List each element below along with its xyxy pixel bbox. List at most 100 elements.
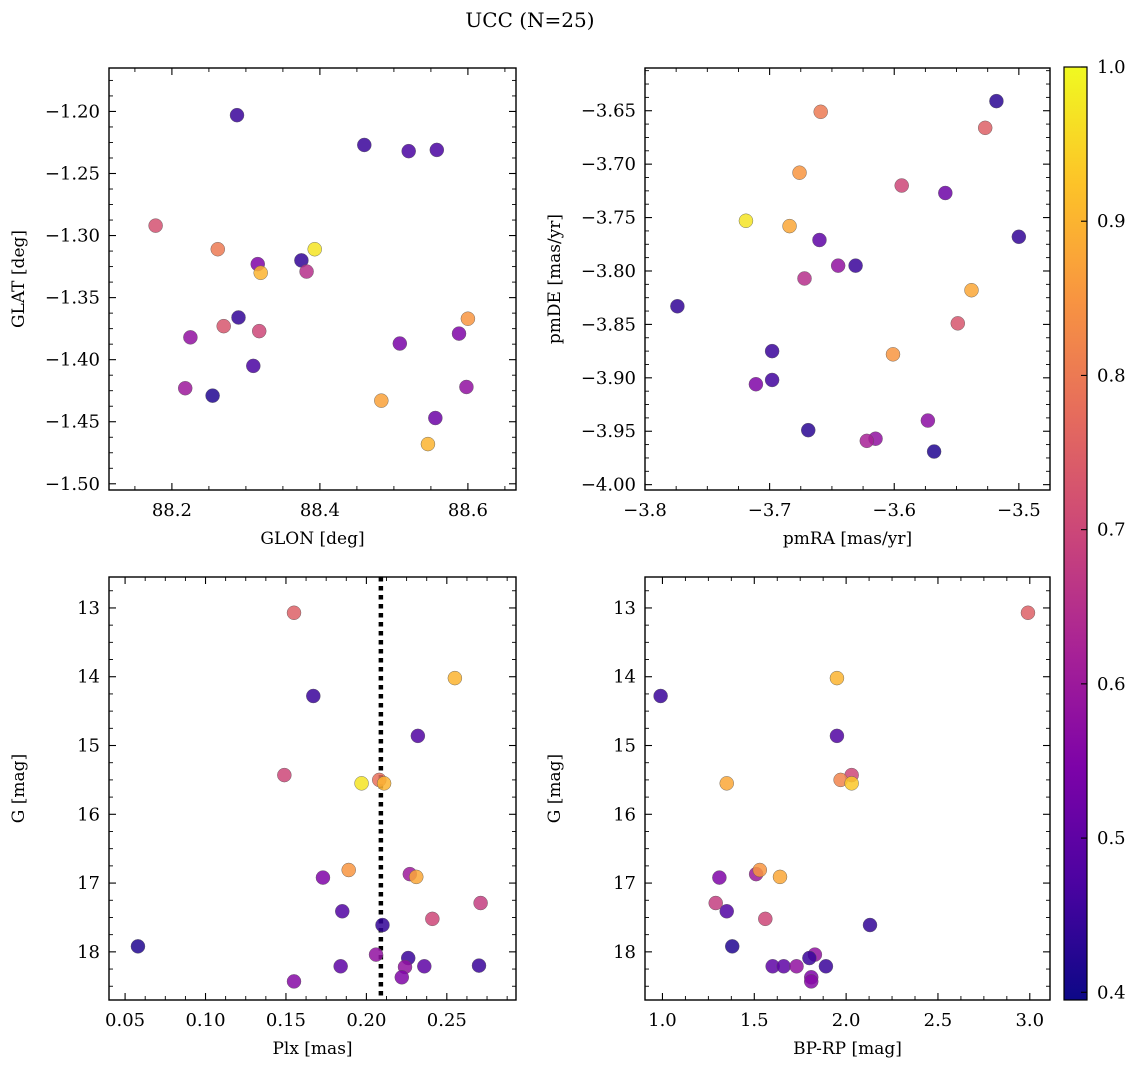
colorbar-tick-label: 0.8 xyxy=(1097,365,1126,386)
scatter-point xyxy=(459,379,474,395)
colorbar-tick-label: 0.6 xyxy=(1097,674,1126,695)
scatter-point xyxy=(374,393,389,408)
scatter-point xyxy=(653,688,668,704)
scatter-point xyxy=(670,299,685,314)
colorbar-gradient xyxy=(1063,66,1088,1001)
scatter-panel-4: 1.0 1.5 2.0 2.5 3.0 13 14 15 16 17 18 BP-RP [mag] G … xyxy=(545,576,1051,1059)
y-tick-label: −3.65 xyxy=(581,101,636,122)
scatter-point xyxy=(725,939,740,954)
figure-title: UCC (N=25) xyxy=(465,8,594,32)
y-tick-label: −3.90 xyxy=(581,368,636,389)
scatter-point xyxy=(471,958,487,973)
scatter-point xyxy=(801,422,816,438)
scatter-point xyxy=(286,605,302,620)
scatter-point xyxy=(829,728,845,744)
x-tick-label: 88.2 xyxy=(152,500,192,521)
x-tick-label: 0.20 xyxy=(346,1010,386,1031)
y-axis-label: G [mag] xyxy=(9,754,29,823)
scatter-point xyxy=(130,939,146,954)
x-axis-label: pmRA [mas/yr] xyxy=(783,529,912,549)
scatter-point xyxy=(764,343,780,359)
scatter-point xyxy=(451,326,467,341)
colorbar-tick-label: 0.9 xyxy=(1097,211,1126,232)
y-tick-label: −4.00 xyxy=(581,475,636,496)
scatter-point xyxy=(447,670,463,686)
x-tick-label: −3.7 xyxy=(748,500,792,521)
scatter-point xyxy=(354,776,369,791)
scatter-point xyxy=(813,104,828,120)
scatter-point xyxy=(394,970,409,985)
scatter-point xyxy=(409,869,424,885)
y-tick-label: −1.30 xyxy=(45,226,100,247)
scatter-point xyxy=(205,388,220,403)
y-axis-label: G [mag] xyxy=(545,754,565,823)
y-tick-label: 14 xyxy=(613,667,636,688)
scatter-point xyxy=(719,904,734,919)
plot-frame xyxy=(108,576,517,1001)
x-tick-label: −3.5 xyxy=(997,500,1041,521)
plot-frame xyxy=(644,67,1051,491)
y-tick-label: 17 xyxy=(613,873,636,894)
scatter-point xyxy=(306,688,321,704)
y-axis-label: pmDE [mas/yr] xyxy=(545,214,565,344)
scatter-point xyxy=(417,959,432,974)
x-tick-label: 1.5 xyxy=(740,1010,769,1031)
x-tick-label: 88.6 xyxy=(448,500,488,521)
scatter-point xyxy=(401,143,416,159)
x-tick-label: 3.0 xyxy=(1015,1010,1044,1031)
scatter-point xyxy=(178,381,193,396)
y-tick-label: −3.80 xyxy=(581,261,636,282)
colorbar-tick-label: 0.7 xyxy=(1097,520,1126,541)
scatter-point xyxy=(789,959,804,974)
scatter-point xyxy=(818,959,834,974)
y-tick-label: 16 xyxy=(613,804,636,825)
y-tick-label: −3.70 xyxy=(581,154,636,175)
scatter-point xyxy=(776,959,791,974)
scatter-point xyxy=(231,310,246,325)
colorbar-tick-label: 1.0 xyxy=(1097,57,1126,78)
y-tick-label: 18 xyxy=(613,942,636,963)
x-tick-label: 2.5 xyxy=(924,1010,953,1031)
scatter-point xyxy=(420,436,436,452)
scatter-point xyxy=(246,358,261,374)
y-tick-label: −1.20 xyxy=(45,101,100,122)
y-tick-label: −1.40 xyxy=(45,350,100,371)
scatter-point xyxy=(989,93,1004,109)
scatter-point xyxy=(862,917,878,933)
y-tick-label: −1.45 xyxy=(45,412,100,433)
scatter-point xyxy=(885,347,901,362)
y-tick-label: −1.50 xyxy=(45,474,100,495)
scatter-point xyxy=(848,258,863,273)
scatter-point xyxy=(410,728,426,744)
x-tick-label: 2.0 xyxy=(832,1010,861,1031)
x-tick-label: −3.6 xyxy=(872,500,916,521)
scatter-point xyxy=(148,218,163,233)
scatter-point xyxy=(229,107,245,123)
axis-ticks xyxy=(645,577,1050,1000)
colorbar-tick-label: 0.5 xyxy=(1097,828,1126,849)
x-tick-label: 0.25 xyxy=(427,1010,467,1031)
scatter-point xyxy=(738,213,754,228)
axis-ticks xyxy=(109,577,516,1000)
y-tick-label: 16 xyxy=(77,804,100,825)
scatter-point xyxy=(712,870,727,885)
x-tick-label: 0.05 xyxy=(105,1010,145,1031)
y-tick-label: 18 xyxy=(77,942,100,963)
scatter-point xyxy=(210,242,225,257)
scatter-point xyxy=(950,316,965,331)
scatter-point xyxy=(315,870,331,885)
scatter-point xyxy=(772,869,788,885)
x-tick-label: −3.8 xyxy=(623,500,667,521)
scatter-point xyxy=(752,862,767,878)
scatter-point xyxy=(357,137,372,153)
scatter-panel-1: 88.2 88.4 88.6 −1.50 −1.45 −1.40 −1.35 −1.30 −1.… xyxy=(9,67,517,549)
plot-frame xyxy=(644,576,1051,1001)
scatter-point xyxy=(460,311,476,326)
colorbar: 0.4 0.5 0.6 0.7 0.8 0.9 1.0 xyxy=(1063,57,1126,1003)
scatter-point xyxy=(894,178,909,193)
scatter-point xyxy=(708,895,723,911)
x-tick-label: 0.15 xyxy=(266,1010,306,1031)
scatter-panel-2: −3.8 −3.7 −3.6 −3.5 −4.00 −3.95 −3.90 −3.85 −3.8… xyxy=(545,67,1051,549)
scatter-point xyxy=(216,318,231,334)
scatter-point xyxy=(277,767,292,783)
